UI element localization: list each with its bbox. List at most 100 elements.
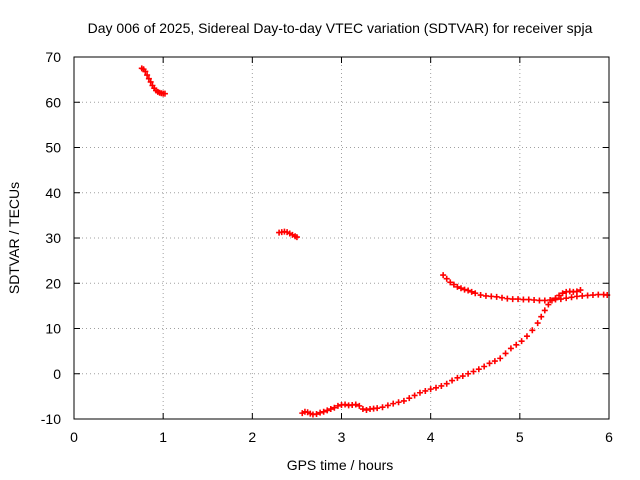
data-point <box>559 290 566 297</box>
data-point <box>563 295 570 302</box>
data-point <box>324 407 331 414</box>
x-axis-label: GPS time / hours <box>287 457 394 473</box>
data-point <box>379 404 386 411</box>
data-series <box>138 65 611 418</box>
axes <box>73 56 610 420</box>
x-tick-label: 4 <box>427 429 435 445</box>
data-point <box>541 307 548 314</box>
data-point <box>334 402 341 409</box>
data-point <box>470 368 477 375</box>
data-point <box>454 283 461 290</box>
data-point <box>568 294 575 301</box>
data-point <box>529 327 536 334</box>
data-point <box>557 296 564 303</box>
data-point <box>406 395 413 402</box>
data-point <box>507 345 514 352</box>
y-axis-label: SDTVAR / TECUs <box>6 182 22 294</box>
data-point <box>538 313 545 320</box>
x-tick-label: 3 <box>338 429 346 445</box>
data-point <box>579 292 586 299</box>
data-point <box>438 382 445 389</box>
y-tick-label: 0 <box>53 366 61 382</box>
data-point <box>317 409 324 416</box>
data-point <box>454 374 461 381</box>
data-point <box>475 366 482 373</box>
data-point <box>488 293 495 300</box>
data-point <box>313 411 320 418</box>
data-point <box>472 290 479 297</box>
data-point <box>145 75 152 82</box>
grid <box>74 57 609 419</box>
data-point <box>433 384 440 391</box>
chart-title: Day 006 of 2025, Sidereal Day-to-day VTE… <box>88 20 593 36</box>
data-point <box>577 287 584 294</box>
data-point <box>523 333 530 340</box>
data-point <box>440 272 447 279</box>
data-point <box>515 296 522 303</box>
y-tick-label: 30 <box>45 230 61 246</box>
x-tick-label: 1 <box>159 429 167 445</box>
data-point <box>584 292 591 299</box>
data-point <box>144 72 151 79</box>
data-point <box>293 234 300 241</box>
x-tick-label: 2 <box>248 429 256 445</box>
data-point <box>427 386 434 393</box>
data-point <box>595 291 602 298</box>
data-point <box>547 296 554 303</box>
data-point <box>327 406 334 413</box>
y-tick-label: -10 <box>41 411 61 427</box>
data-point <box>481 363 488 370</box>
data-point <box>525 296 532 303</box>
data-point <box>390 400 397 407</box>
data-point <box>461 286 468 293</box>
y-tick-label: 10 <box>45 321 61 337</box>
data-point <box>465 287 472 294</box>
data-point <box>536 297 543 304</box>
data-point <box>411 392 418 399</box>
data-point <box>356 402 363 409</box>
data-point <box>468 288 475 295</box>
data-point <box>573 293 580 300</box>
data-point <box>497 355 504 362</box>
data-point <box>147 78 154 85</box>
data-point <box>482 292 489 299</box>
data-point <box>465 370 472 377</box>
data-point <box>331 404 338 411</box>
y-tick-label: 50 <box>45 140 61 156</box>
y-tick-label: 40 <box>45 185 61 201</box>
data-point <box>359 406 366 413</box>
data-point <box>342 401 349 408</box>
data-point <box>589 292 596 299</box>
data-point <box>491 358 498 365</box>
data-point <box>384 402 391 409</box>
data-point <box>161 90 168 97</box>
data-point <box>363 406 370 413</box>
data-point <box>443 380 450 387</box>
data-point <box>443 275 450 282</box>
data-point <box>447 279 454 286</box>
data-point <box>374 405 381 412</box>
data-point <box>552 296 559 303</box>
data-point <box>457 285 464 292</box>
data-point <box>493 293 500 300</box>
data-point <box>541 297 548 304</box>
x-tick-label: 0 <box>70 429 78 445</box>
data-point <box>556 292 563 299</box>
tick-labels: 0 1 2 3 4 5 6 -10 0 10 20 30 40 50 60 70 <box>41 49 613 445</box>
data-point <box>320 408 327 415</box>
data-point <box>520 296 527 303</box>
data-point <box>352 401 359 408</box>
data-point <box>513 341 520 348</box>
x-tick-label: 6 <box>605 429 613 445</box>
data-point <box>477 292 484 299</box>
x-tick-label: 5 <box>516 429 524 445</box>
data-point <box>531 296 538 303</box>
data-point <box>422 387 429 394</box>
data-point <box>416 389 423 396</box>
data-point <box>486 360 493 367</box>
data-point <box>545 301 552 308</box>
data-point <box>509 296 516 303</box>
data-point <box>400 397 407 404</box>
data-point <box>518 338 525 345</box>
